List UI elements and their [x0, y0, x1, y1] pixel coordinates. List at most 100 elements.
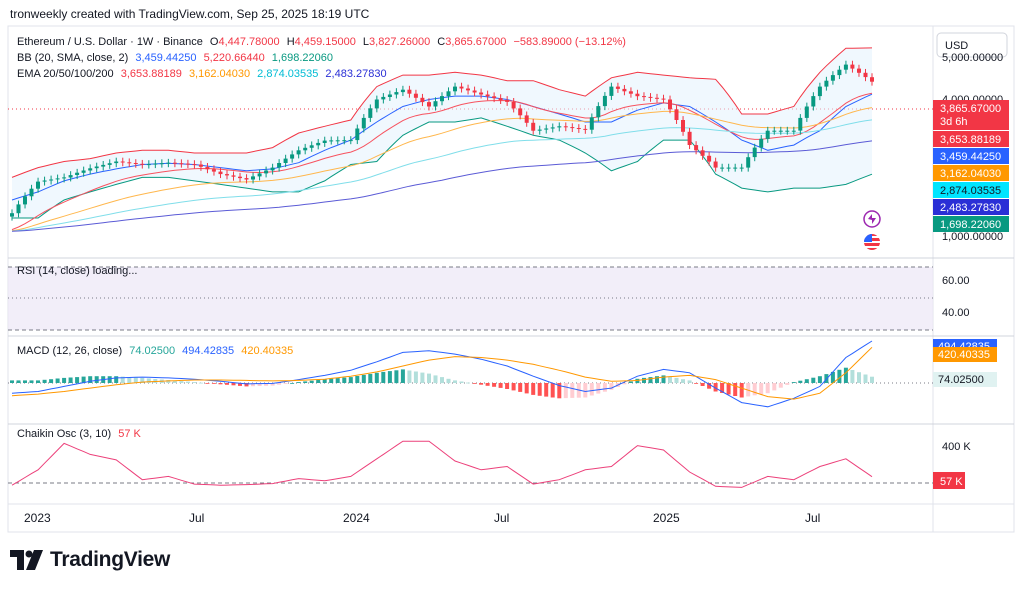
candle-body [420, 97, 425, 103]
candle-body [739, 167, 744, 169]
candle-body [211, 169, 216, 172]
macd-histogram-bar [81, 376, 86, 383]
candle-body [264, 170, 269, 174]
candle-body [857, 68, 861, 73]
macd-histogram-bar [407, 370, 412, 383]
candle-body [661, 98, 666, 100]
candle-body [400, 89, 405, 93]
macd-histogram-bar [387, 371, 392, 383]
macd-histogram-bar [811, 377, 816, 383]
macd-histogram-bar [49, 379, 54, 383]
candle-body [843, 64, 848, 70]
macd-histogram-bar [655, 376, 659, 383]
candle-body [830, 75, 835, 81]
macd-histogram-bar [361, 374, 366, 383]
tradingview-logo: TradingView [10, 548, 170, 572]
macd-histogram-bar [433, 375, 438, 384]
candle-body [850, 64, 855, 69]
candle-body [68, 175, 73, 178]
price-tag-label: 2,874.03535 [940, 185, 1001, 197]
macd-histogram-bar [107, 376, 112, 383]
macd-histogram-bar [798, 380, 803, 383]
chaikin-legend: Chaikin Osc (3, 10) 57 K [17, 428, 142, 440]
price-tag-bg [933, 131, 1009, 147]
macd-histogram-bar [88, 376, 93, 383]
price-tag-label: 2,483.27830 [940, 202, 1001, 214]
macd-histogram-bar [244, 383, 249, 387]
candle-body [524, 115, 529, 123]
macd-histogram-bar [420, 372, 425, 383]
candle-body [531, 122, 536, 131]
candle-body [257, 173, 262, 177]
macd-histogram-bar [609, 383, 614, 390]
candle-body [772, 130, 777, 132]
candle-body [453, 86, 457, 92]
macd-tag-label: 420.40335 [938, 349, 990, 361]
candle-body [707, 155, 712, 162]
candle-body [752, 147, 757, 158]
macd-histogram-bar [850, 370, 855, 383]
price-tag-bg [933, 182, 1009, 198]
macd-histogram-bar [602, 383, 607, 392]
macd-histogram-bar [218, 383, 223, 385]
candle-body [322, 140, 327, 143]
tradingview-logo-icon [10, 550, 43, 570]
macd-histogram-bar [114, 376, 119, 383]
us-flag-icon[interactable] [864, 234, 880, 250]
ema-legend: EMA 20/50/100/200 3,653.88189 3,162.0403… [17, 68, 387, 80]
macd-legend: MACD (12, 26, close) 74.02500 494.42835 … [17, 345, 293, 357]
bollinger-lower-line [12, 117, 873, 219]
candle-body [205, 166, 210, 170]
alert-icon[interactable] [863, 210, 881, 228]
candle-body [498, 98, 503, 100]
candle-body [387, 94, 392, 97]
macd-histogram-bar [498, 383, 503, 388]
price-tag-bg [933, 165, 1009, 181]
macd-histogram-bar [36, 380, 40, 383]
candle-body [511, 101, 516, 109]
svg-text:3,865.67000: 3,865.67000 [940, 103, 1001, 115]
candle-body [23, 196, 27, 205]
candle-body [42, 180, 47, 182]
macd-histogram-bar [479, 383, 484, 385]
macd-histogram-bar [374, 372, 379, 383]
macd-histogram-bar [642, 377, 646, 383]
candle-body [492, 96, 497, 99]
macd-histogram-bar [492, 383, 497, 387]
candle-body [713, 161, 718, 168]
candle-body [75, 172, 80, 175]
price-tag-last: 3,865.67000 3d 6h [933, 100, 1009, 130]
macd-histogram-bar [62, 377, 67, 383]
candle-body [655, 97, 659, 99]
macd-histogram-bar [544, 383, 549, 397]
macd-histogram-bar [759, 383, 764, 395]
time-tick: 2023 [24, 511, 51, 525]
tradingview-brand-text: TradingView [50, 548, 171, 571]
price-tag-bg [933, 148, 1009, 164]
macd-histogram-bar [342, 377, 347, 383]
macd-histogram-bar [837, 369, 842, 383]
ema-100-line [11, 119, 873, 232]
candle-body [348, 140, 353, 142]
candle-body [687, 131, 692, 145]
macd-histogram-bar [146, 378, 151, 383]
symbol-name: Ethereum / U.S. Dollar · 1W · Binance [17, 36, 203, 48]
macd-histogram-bar [583, 383, 588, 398]
candle-body [609, 86, 614, 96]
candle-body [785, 130, 790, 132]
candle-body [433, 101, 438, 107]
candle-body [811, 96, 816, 107]
candle-body [622, 88, 627, 92]
macd-histogram-bar [166, 380, 171, 383]
macd-histogram-bar [733, 383, 738, 396]
macd-histogram-bar [400, 369, 405, 383]
macd-histogram-bar [557, 383, 562, 399]
currency-button[interactable]: USD [936, 32, 1008, 58]
macd-histogram-bar [309, 380, 314, 383]
macd-histogram-bar [172, 380, 177, 383]
bollinger-upper-line [11, 47, 873, 178]
macd-histogram-bar [511, 383, 516, 391]
macd-histogram-bar [277, 383, 282, 385]
price-tick: 1,000.00000 [942, 231, 1003, 243]
